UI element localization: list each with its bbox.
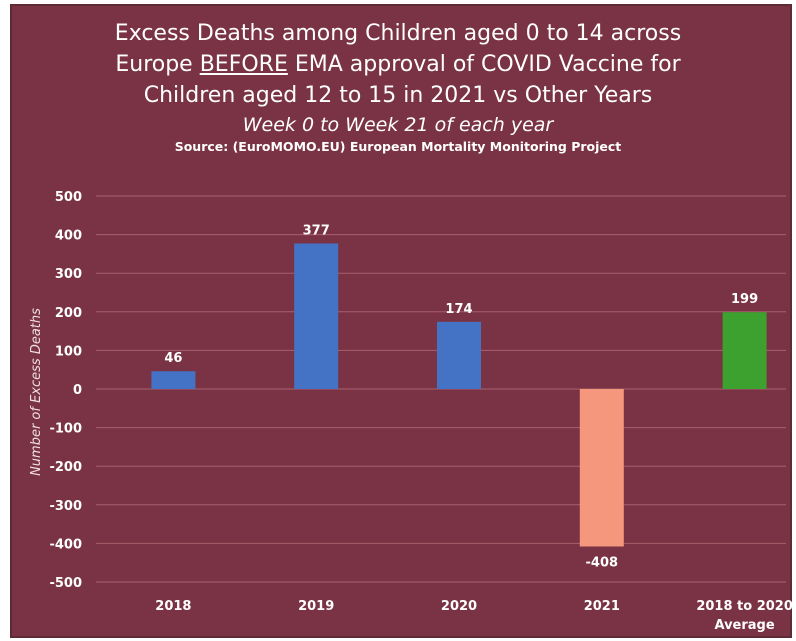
bar-2019 — [294, 243, 339, 389]
x-category-label: Average — [714, 618, 774, 633]
title-line-3: Children aged 12 to 15 in 2021 vs Other … — [143, 83, 653, 108]
y-tick-label: 200 — [55, 306, 82, 321]
title-line-2: Europe BEFORE EMA approval of COVID Vacc… — [0, 49, 796, 80]
bar-2020 — [437, 321, 481, 389]
x-category-label: 2018 to 2020 — [696, 599, 793, 614]
y-tick-label: 100 — [55, 344, 82, 359]
chart-subtitle: Week 0 to Week 21 of each year — [242, 114, 554, 136]
data-label: 199 — [731, 292, 758, 307]
x-category-label: 2021 — [584, 599, 620, 614]
data-label: 46 — [164, 351, 182, 366]
grid-lines — [96, 195, 786, 583]
chart-background — [10, 4, 792, 638]
data-label: -408 — [586, 555, 619, 570]
y-tick-label: -200 — [49, 460, 82, 475]
y-tick-label: 300 — [55, 267, 82, 282]
x-category-label: 2020 — [441, 599, 477, 614]
title-emphasis-before: BEFORE — [199, 52, 288, 77]
bar-2018 — [151, 371, 196, 389]
title-line-1: Excess Deaths among Children aged 0 to 1… — [114, 21, 682, 46]
bar-2021 — [579, 389, 624, 547]
x-axis-categories: 2018 2019 2020 2021 2018 to 2020 Average — [155, 599, 793, 633]
title-line-2-end: EMA approval of COVID Vaccine for — [287, 52, 681, 77]
data-label: 377 — [303, 223, 330, 238]
chart-title: Excess Deaths among Children aged 0 to 1… — [0, 18, 796, 156]
chart-source: Source: (EuroMOMO.EU) European Mortality… — [174, 139, 622, 154]
y-tick-label: -300 — [49, 499, 82, 514]
x-category-label: 2018 — [155, 599, 191, 614]
title-line-2-start: Europe — [115, 52, 200, 77]
bar-2018-to-2020 — [722, 312, 767, 389]
y-tick-label: -400 — [49, 537, 82, 552]
data-labels: 46 377 174 -408 199 — [164, 223, 758, 570]
y-tick-label: 0 — [73, 383, 82, 398]
y-axis-label: Number of Excess Deaths — [29, 308, 44, 476]
data-label: 174 — [445, 302, 472, 317]
y-tick-label: 500 — [55, 190, 82, 205]
bars — [151, 243, 767, 547]
x-category-label: 2019 — [298, 599, 334, 614]
y-tick-label: -100 — [49, 422, 82, 437]
y-tick-label: -500 — [49, 576, 82, 591]
y-tick-label: 400 — [55, 229, 82, 244]
y-axis-ticks: 500 400 300 200 100 0 -100 -200 -300 -400 -500 — [49, 190, 82, 591]
